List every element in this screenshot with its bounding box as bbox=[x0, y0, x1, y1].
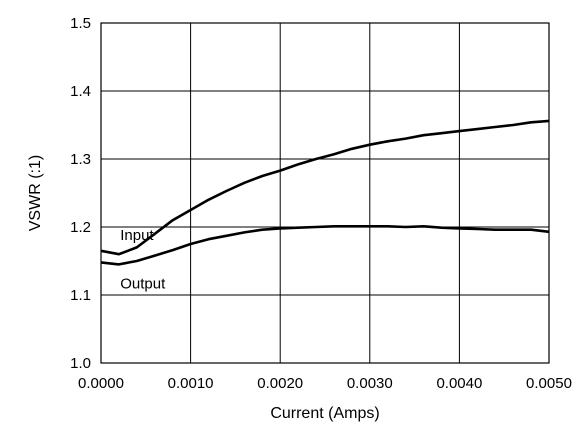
y-tick-label: 1.3 bbox=[70, 151, 91, 168]
series-line-output bbox=[100, 225, 550, 266]
x-tick-label: 0.0020 bbox=[257, 375, 303, 392]
y-tick-label: 1.0 bbox=[70, 355, 91, 372]
series-lines bbox=[100, 119, 550, 266]
y-tick-label: 1.2 bbox=[70, 219, 91, 236]
series-labels: Input Output bbox=[120, 227, 166, 292]
y-tick-label: 1.1 bbox=[70, 287, 91, 304]
series-label-output: Output bbox=[120, 275, 166, 292]
y-axis-ticks: 1.0 1.1 1.2 1.3 1.4 1.5 bbox=[70, 15, 91, 372]
plot-background bbox=[100, 22, 550, 364]
y-axis-title: VSWR (:1) bbox=[27, 155, 44, 231]
x-axis-ticks: 0.0000 0.0010 0.0020 0.0030 0.0040 0.0050 bbox=[78, 375, 572, 392]
x-tick-label: 0.0050 bbox=[526, 375, 572, 392]
series-label-input: Input bbox=[120, 227, 154, 244]
x-tick-label: 0.0030 bbox=[347, 375, 393, 392]
y-tick-label: 1.4 bbox=[70, 83, 91, 100]
x-axis-title: Current (Amps) bbox=[270, 405, 379, 422]
x-tick-label: 0.0010 bbox=[168, 375, 214, 392]
plot-frame bbox=[100, 22, 550, 364]
x-tick-label: 0.0040 bbox=[436, 375, 482, 392]
series-line-input bbox=[100, 119, 550, 256]
y-tick-label: 1.5 bbox=[70, 15, 91, 32]
x-tick-label: 0.0000 bbox=[78, 375, 124, 392]
